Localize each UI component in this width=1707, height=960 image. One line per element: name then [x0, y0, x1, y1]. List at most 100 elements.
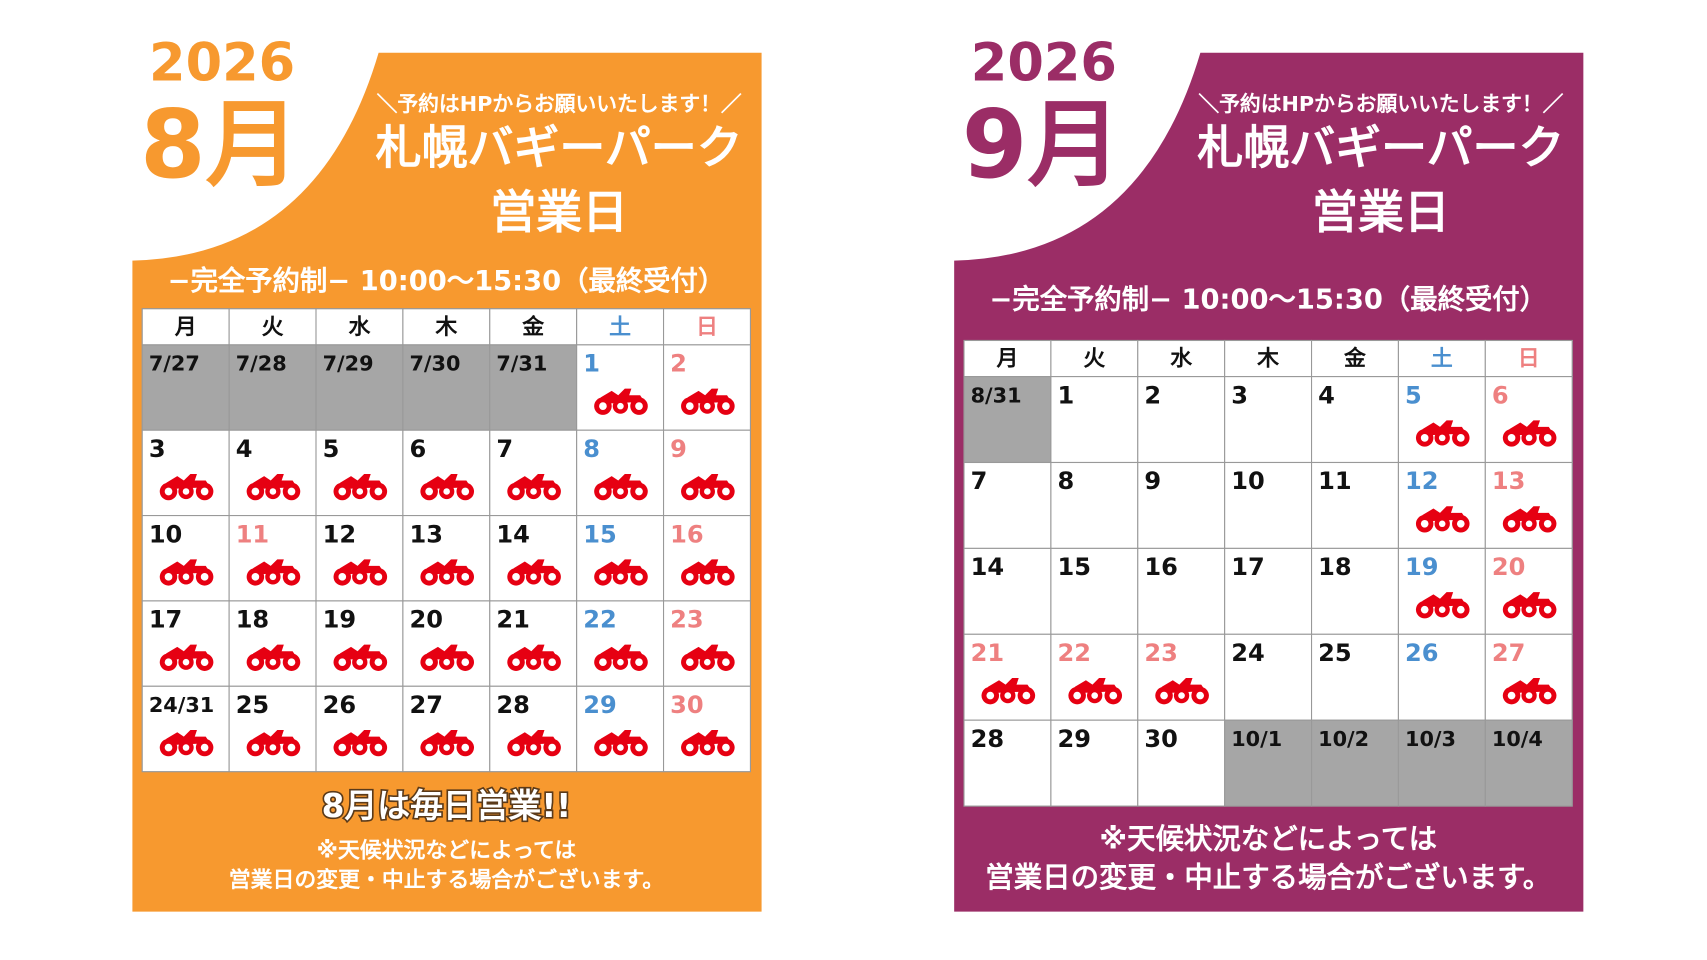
day-cell [1397, 376, 1486, 464]
day: 30 [1144, 725, 1178, 753]
day: 18 [1318, 553, 1352, 581]
weekday: 月 [996, 347, 1019, 372]
day-cell [963, 719, 1052, 807]
hours: −完全予約制− 10:00〜15:30（最終受付） [168, 265, 726, 297]
day: 3 [149, 435, 166, 463]
day: 8 [583, 435, 600, 463]
subtitle: 営業日 [490, 185, 628, 239]
day-cell [576, 600, 665, 687]
day-cell [1050, 719, 1139, 807]
day: 15 [1057, 553, 1091, 581]
month: 8月 [140, 91, 300, 200]
day: 11 [236, 520, 270, 548]
day: 23 [1144, 639, 1178, 667]
weekday-cell [576, 308, 665, 346]
day: 7/29 [323, 352, 374, 376]
day: 12 [1405, 467, 1439, 495]
day: 29 [583, 691, 617, 719]
day: 10/2 [1318, 727, 1369, 751]
weekday: 水 [349, 315, 372, 340]
day-cell [1050, 461, 1139, 549]
day-cell [402, 600, 491, 687]
day-cell [489, 685, 578, 773]
day: 10/4 [1492, 727, 1543, 751]
day-cell [1397, 719, 1486, 807]
weekday: 土 [609, 315, 631, 340]
day: 1 [1057, 381, 1074, 409]
day: 4 [1318, 381, 1335, 409]
weekday: 金 [521, 314, 545, 340]
day: 17 [1231, 553, 1265, 581]
weekday: 木 [434, 315, 457, 340]
day: 27 [1492, 639, 1526, 667]
weekday-cell [402, 308, 491, 346]
day: 30 [670, 691, 704, 719]
day: 25 [236, 691, 270, 719]
day: 21 [496, 606, 529, 634]
day-cell [402, 429, 491, 517]
day: 26 [323, 691, 357, 719]
hours: −完全予約制− 10:00〜15:30（最終受付） [989, 284, 1547, 316]
day: 25 [1318, 639, 1352, 667]
weekday: 火 [1083, 347, 1105, 372]
day-cell [1224, 633, 1313, 721]
weekday-cell [1397, 339, 1486, 378]
day-cell [1137, 461, 1226, 549]
day: 22 [1057, 639, 1091, 667]
footer-note: 営業日の変更・中止する場合がございます。 [985, 861, 1551, 894]
day-cell [315, 600, 404, 687]
day: 16 [1144, 553, 1178, 581]
day-cell [489, 600, 578, 687]
day: 20 [409, 606, 442, 634]
day-cell [315, 685, 404, 773]
day-cell [662, 685, 751, 773]
day: 24 [1231, 639, 1265, 667]
day-cell [1484, 547, 1573, 635]
subtitle: 営業日 [1312, 185, 1450, 239]
day: 12 [323, 520, 357, 548]
day-cell [1310, 719, 1399, 807]
day: 23 [670, 606, 704, 634]
day-cell [1137, 376, 1226, 464]
year: 2026 [971, 32, 1117, 93]
day: 4 [236, 435, 253, 463]
day: 9 [1144, 467, 1161, 495]
day-cell [489, 344, 578, 431]
day: 16 [670, 520, 704, 548]
day: 21 [971, 639, 1005, 667]
weekday: 火 [262, 315, 284, 340]
day: 9 [670, 435, 687, 463]
footer-note: ※天候状況などによっては [1099, 823, 1437, 856]
day: 7/27 [149, 352, 200, 376]
weekday: 月 [174, 315, 197, 340]
day-cell [576, 515, 665, 602]
notice: ＼予約はHPからお願いいたします！／ [377, 92, 742, 116]
day-cell [1397, 633, 1486, 721]
day: 20 [1492, 553, 1526, 581]
day: 7 [496, 435, 513, 463]
weekday: 日 [1518, 347, 1540, 372]
day-cell [315, 515, 404, 602]
day-cell [1310, 461, 1399, 549]
day-cell [662, 515, 751, 602]
day: 2 [1144, 381, 1161, 409]
day: 1 [583, 350, 600, 378]
day: 29 [1057, 725, 1091, 753]
day-cell [662, 600, 751, 687]
year: 2026 [149, 32, 295, 93]
day: 15 [583, 520, 617, 548]
weekday: 土 [1431, 347, 1453, 372]
day: 18 [236, 606, 270, 634]
day-cell [662, 344, 751, 431]
day-cell [1224, 719, 1313, 807]
day: 26 [1405, 639, 1439, 667]
weekday: 木 [1256, 347, 1279, 372]
day: 17 [149, 606, 183, 634]
day-cell [315, 429, 404, 517]
day-cell [963, 547, 1052, 635]
day-cell [963, 461, 1052, 549]
weekday: 日 [696, 315, 718, 340]
